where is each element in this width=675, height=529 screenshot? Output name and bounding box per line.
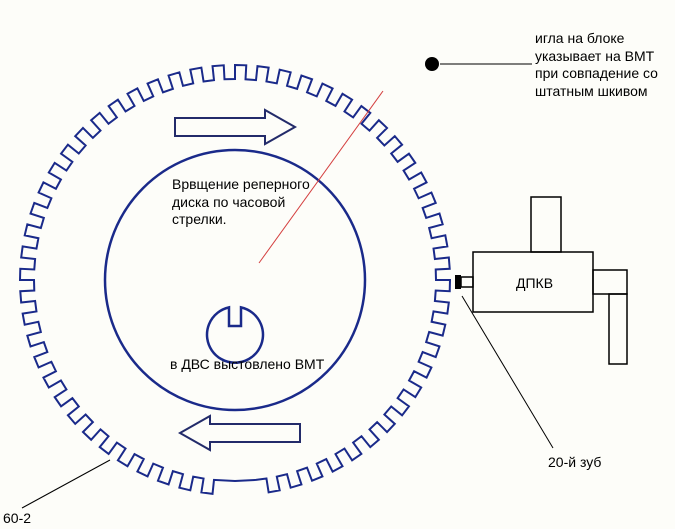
rotation-arrow xyxy=(175,110,295,144)
rotation-note: Врвщение реперного диска по часовой стре… xyxy=(172,176,310,229)
wheel-type-label: 60-2 xyxy=(3,510,31,528)
sensor-label: ДПКВ xyxy=(516,275,553,293)
trigger-wheel xyxy=(20,65,450,494)
hub-keyway xyxy=(207,307,263,362)
tdc-needle-dot xyxy=(425,57,439,71)
bmt-note: в ДВС выстовлено ВМТ xyxy=(170,356,324,374)
leader-tooth20 xyxy=(462,296,553,448)
rotation-arrow xyxy=(180,416,300,450)
needle-note: игла на блоке указывает на ВМТ при совпа… xyxy=(535,30,658,100)
tooth20-label: 20-й зуб xyxy=(548,454,601,472)
leader-60-2 xyxy=(22,460,110,508)
